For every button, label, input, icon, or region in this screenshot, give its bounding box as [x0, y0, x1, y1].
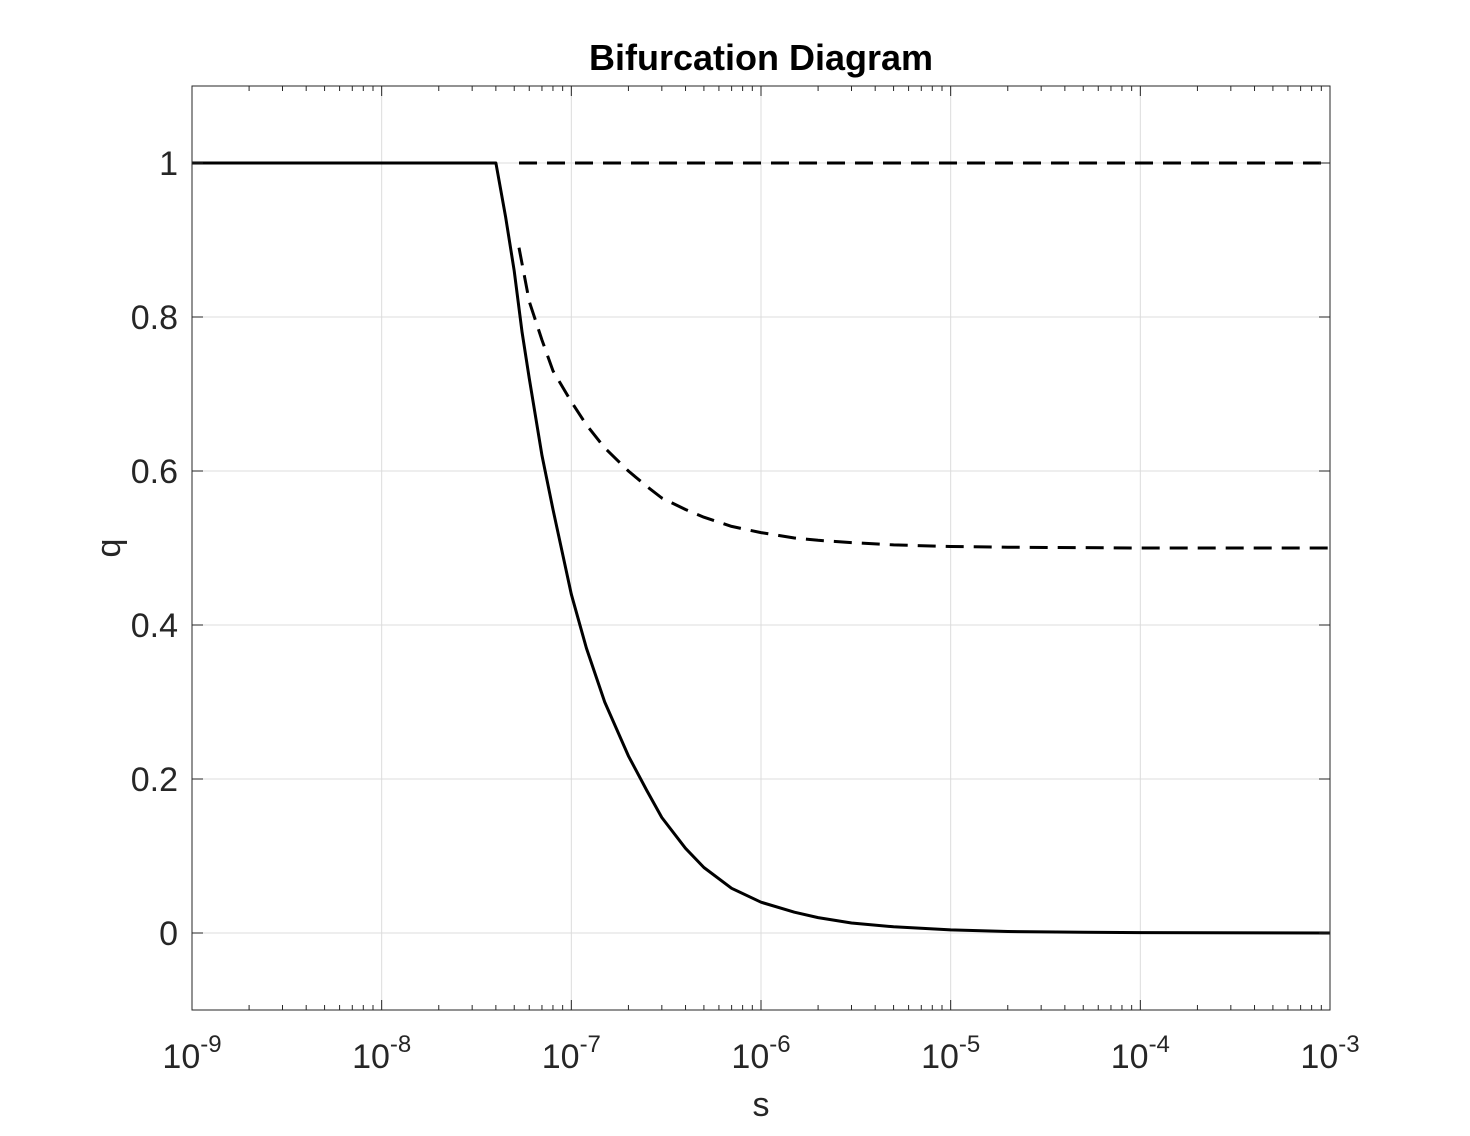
y-axis-label: q: [90, 539, 128, 558]
x-tick-label-base: 10: [352, 1038, 390, 1076]
y-tick-label: 0.4: [131, 607, 178, 645]
x-tick-label-exponent: -5: [959, 1031, 980, 1058]
y-tick-label: 0.6: [131, 453, 178, 491]
y-axis-ticks: 0 0.2 0.4 0.6 0.8 1: [131, 145, 1330, 953]
x-tick-label: 10-7: [542, 1031, 601, 1076]
x-tick-label-exponent: -6: [769, 1031, 790, 1058]
x-tick-label-base: 10: [1300, 1038, 1338, 1076]
y-tick-label: 0.2: [131, 761, 178, 799]
x-tick-label-base: 10: [162, 1038, 200, 1076]
x-axis-label: s: [753, 1086, 770, 1124]
x-tick-label-exponent: -7: [580, 1031, 601, 1058]
x-tick-label: 10-4: [1111, 1031, 1170, 1076]
x-tick-label-exponent: -4: [1149, 1031, 1170, 1058]
x-tick-label-exponent: -3: [1338, 1031, 1359, 1058]
y-tick-label: 0: [159, 915, 178, 953]
x-tick-label: 10-5: [921, 1031, 980, 1076]
x-tick-label-base: 10: [1111, 1038, 1149, 1076]
y-tick-label: 0.8: [131, 299, 178, 337]
x-tick-label: 10-6: [731, 1031, 790, 1076]
series: [192, 161, 1331, 935]
x-tick-label-base: 10: [921, 1038, 959, 1076]
x-tick-label-base: 10: [731, 1038, 769, 1076]
series-line-3-dashed: [517, 247, 1330, 550]
x-tick-label-exponent: -9: [200, 1031, 221, 1058]
x-axis-ticks: 10-9 10-8 10-7 10-6 10-5 10-4 10-3: [162, 86, 1360, 1076]
x-tick-label-exponent: -8: [390, 1031, 411, 1058]
y-tick-label: 1: [159, 145, 178, 183]
x-tick-label: 10-8: [352, 1031, 411, 1076]
minor-ticks: [248, 86, 1322, 1010]
series-line-1-solid: [192, 161, 1331, 935]
x-tick-label: 10-3: [1300, 1031, 1359, 1076]
x-tick-label: 10-9: [162, 1031, 221, 1076]
chart-title: Bifurcation Diagram: [589, 37, 933, 78]
x-tick-label-base: 10: [542, 1038, 580, 1076]
